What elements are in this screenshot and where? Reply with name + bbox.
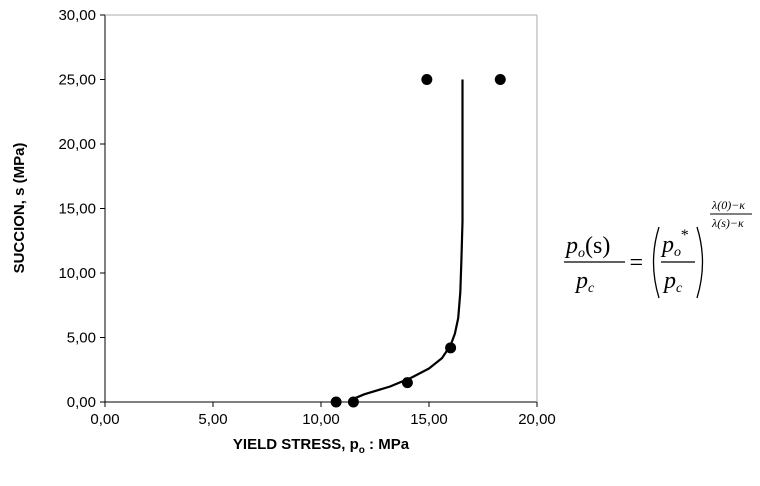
formula-num-p: p (564, 233, 578, 259)
y-tick-label: 20,00 (58, 136, 96, 153)
formula-left-paren (652, 226, 660, 299)
formula-inner-den-p: p (662, 268, 676, 294)
formula-den-p: p (574, 268, 588, 294)
y-axis-title: SUCCION, s (MPa) (11, 143, 28, 274)
data-point (401, 377, 413, 389)
x-tick-label: 20,00 (518, 411, 556, 428)
svg-text:po: po (660, 232, 681, 260)
formula-exponent-den: λ(s)−κ (711, 216, 744, 230)
data-point (347, 396, 359, 408)
x-tick-label: 10,00 (302, 411, 340, 428)
formula-num-s: (s) (585, 233, 610, 259)
y-tick-label: 10,00 (58, 265, 96, 282)
y-tick-label: 0,00 (67, 394, 96, 411)
formula-num-sub: o (578, 246, 585, 261)
svg-text:pc: pc (574, 268, 595, 296)
x-tick-label: 15,00 (410, 411, 448, 428)
data-point (494, 74, 506, 85)
formula-exponent-num: λ(0)−κ (711, 198, 745, 212)
formula-inner-num-p: p (660, 232, 674, 258)
formula-den-sub: c (588, 281, 595, 296)
x-axis-title-subscript: o (359, 445, 365, 456)
y-tick-label: 30,00 (58, 7, 96, 24)
y-tick-label: 15,00 (58, 201, 96, 218)
data-point (445, 342, 457, 354)
formula-inner-star: * (680, 227, 688, 244)
svg-text:pc: pc (662, 268, 683, 296)
formula-right-paren (696, 226, 704, 299)
data-point (330, 396, 342, 408)
formula: po(s) pc = po * pc λ(0)−κ λ(s)−κ (564, 198, 752, 299)
y-tick-label: 25,00 (58, 72, 96, 89)
formula-equals: = (628, 250, 644, 276)
y-tick-label: 5,00 (67, 330, 96, 347)
marks-group (330, 74, 506, 408)
formula-inner-num-sub: o (674, 245, 681, 260)
tick-group: 0,00 5,00 10,00 15,00 20,00 0,00 5,00 10,00 15,0… (58, 7, 555, 428)
x-axis-title-tail: : MPa (365, 436, 410, 453)
x-tick-label: 0,00 (90, 411, 119, 428)
plot-frame (104, 14, 538, 403)
x-axis-title: YIELD STRESS, po : MPa (233, 436, 410, 456)
svg-text:po(s): po(s) (564, 233, 610, 261)
x-tick-label: 5,00 (198, 411, 227, 428)
data-point (421, 74, 433, 85)
formula-inner-den-sub: c (676, 281, 683, 296)
fitted-curve (348, 79, 464, 402)
